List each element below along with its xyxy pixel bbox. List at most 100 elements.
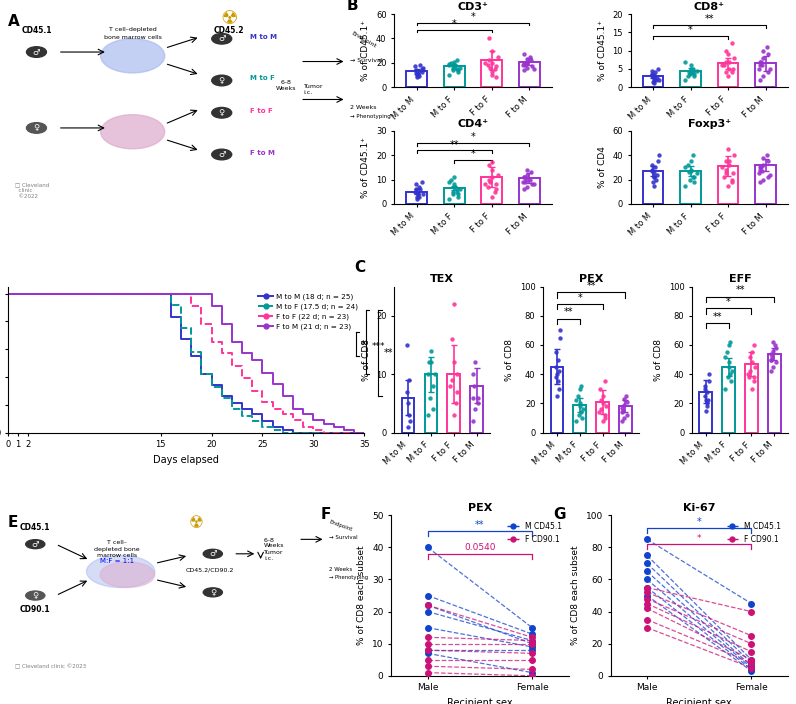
Point bbox=[576, 413, 588, 424]
Point bbox=[700, 405, 712, 416]
Point bbox=[647, 180, 660, 191]
Text: F to F: F to F bbox=[250, 108, 273, 114]
Point bbox=[549, 372, 562, 383]
Point bbox=[620, 396, 633, 408]
Point bbox=[409, 67, 422, 78]
Point bbox=[646, 65, 658, 76]
Point bbox=[599, 410, 612, 421]
Point bbox=[575, 380, 587, 391]
Point bbox=[451, 386, 463, 397]
Point bbox=[764, 348, 777, 359]
Bar bbox=[718, 63, 739, 87]
Text: CD90.1: CD90.1 bbox=[20, 605, 51, 614]
Y-axis label: % of CD45.1⁺: % of CD45.1⁺ bbox=[598, 20, 607, 81]
Point bbox=[446, 375, 458, 386]
Bar bbox=[482, 61, 502, 87]
Point bbox=[424, 345, 437, 356]
Point bbox=[526, 648, 539, 659]
Point bbox=[599, 401, 612, 412]
Point bbox=[594, 383, 607, 394]
Point bbox=[764, 354, 777, 365]
Point bbox=[722, 180, 735, 191]
Point bbox=[761, 156, 774, 167]
Point bbox=[767, 345, 779, 356]
Point bbox=[754, 56, 767, 67]
Point bbox=[526, 638, 539, 649]
Point bbox=[448, 61, 461, 72]
Point bbox=[551, 368, 564, 379]
Text: CD45.2: CD45.2 bbox=[213, 26, 244, 35]
Text: **: ** bbox=[475, 520, 485, 529]
Point bbox=[454, 62, 466, 73]
Point bbox=[421, 667, 434, 678]
Point bbox=[412, 189, 424, 200]
Point bbox=[716, 162, 728, 173]
Text: **: ** bbox=[587, 281, 596, 291]
Point bbox=[748, 372, 761, 383]
Point bbox=[421, 631, 434, 643]
Text: **: ** bbox=[736, 285, 745, 296]
Point bbox=[486, 191, 498, 202]
Point bbox=[641, 566, 654, 577]
Point bbox=[412, 65, 425, 77]
Point bbox=[641, 593, 654, 605]
Point bbox=[722, 70, 735, 82]
Point bbox=[551, 391, 564, 402]
Bar bbox=[596, 402, 609, 432]
Point bbox=[745, 606, 758, 617]
Text: ☢: ☢ bbox=[189, 514, 203, 532]
Circle shape bbox=[87, 555, 154, 588]
Point bbox=[479, 179, 492, 190]
Point bbox=[724, 376, 737, 387]
Point bbox=[745, 598, 758, 609]
Point bbox=[700, 395, 712, 406]
Point bbox=[646, 69, 658, 80]
Point bbox=[448, 56, 461, 67]
Point bbox=[757, 45, 770, 56]
Text: → Survival: → Survival bbox=[350, 58, 383, 63]
Bar bbox=[424, 374, 437, 432]
Bar bbox=[573, 405, 586, 432]
X-axis label: Recipient sex: Recipient sex bbox=[447, 698, 513, 704]
Point bbox=[443, 60, 455, 71]
Point bbox=[447, 298, 460, 310]
Text: *: * bbox=[470, 132, 475, 142]
Point bbox=[679, 56, 692, 67]
Point bbox=[760, 42, 773, 53]
Point bbox=[765, 354, 778, 365]
Point bbox=[552, 354, 564, 365]
Point bbox=[490, 179, 502, 190]
Point bbox=[482, 181, 494, 192]
Circle shape bbox=[203, 549, 222, 558]
Point bbox=[412, 189, 424, 200]
Point bbox=[722, 144, 735, 155]
Point bbox=[525, 55, 538, 66]
Title: TEX: TEX bbox=[431, 275, 455, 284]
Point bbox=[409, 186, 422, 197]
Point bbox=[491, 51, 504, 62]
Point bbox=[451, 67, 464, 78]
Point bbox=[486, 164, 498, 175]
Point bbox=[745, 665, 758, 677]
Point bbox=[525, 61, 538, 72]
Point bbox=[684, 156, 696, 167]
Point bbox=[486, 69, 498, 80]
Point bbox=[641, 603, 654, 614]
Text: ♂: ♂ bbox=[32, 540, 39, 548]
Point bbox=[411, 191, 423, 202]
Point bbox=[767, 337, 779, 348]
Point bbox=[688, 176, 700, 187]
Point bbox=[641, 582, 654, 593]
Point bbox=[466, 392, 479, 403]
Point bbox=[528, 63, 540, 75]
Circle shape bbox=[212, 75, 232, 86]
Text: ♀: ♀ bbox=[219, 108, 224, 118]
Point bbox=[766, 351, 778, 363]
Point bbox=[745, 662, 758, 674]
Point bbox=[410, 64, 423, 75]
Point bbox=[726, 176, 739, 187]
Point bbox=[725, 67, 738, 78]
Title: PEX: PEX bbox=[468, 503, 492, 513]
Text: 2 Weeks: 2 Weeks bbox=[350, 105, 377, 110]
Point bbox=[596, 415, 609, 427]
